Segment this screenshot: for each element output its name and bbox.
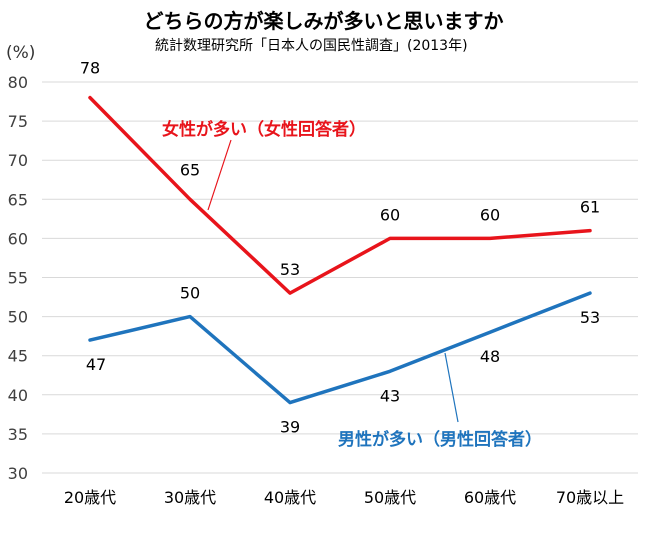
y-tick-label: 75 <box>8 112 28 131</box>
data-label-male: 47 <box>86 355 106 374</box>
leader-line-female <box>207 139 232 211</box>
series-label-male: 男性が多い（男性回答者） <box>338 429 542 450</box>
chart-subtitle: 統計数理研究所「日本人の国民性調査」(2013年) <box>155 38 468 54</box>
data-label-female: 53 <box>280 260 300 279</box>
x-tick-label: 30歳代 <box>164 488 216 507</box>
data-label-male: 43 <box>380 386 400 405</box>
y-tick-label: 40 <box>8 386 28 405</box>
data-label-male: 48 <box>480 347 500 366</box>
data-label-male: 53 <box>580 308 600 327</box>
series-label-female: 女性が多い（女性回答者） <box>162 119 366 140</box>
y-tick-label: 60 <box>8 229 28 248</box>
data-label-male: 39 <box>280 418 300 437</box>
x-tick-label: 40歳代 <box>264 488 316 507</box>
data-label-female: 60 <box>480 205 500 224</box>
y-tick-label: 65 <box>8 190 28 209</box>
x-tick-label: 20歳代 <box>64 488 116 507</box>
y-tick-label: 70 <box>8 151 28 170</box>
data-label-female: 61 <box>580 198 600 217</box>
x-tick-label: 70歳以上 <box>556 488 624 507</box>
series-line-male <box>88 291 592 405</box>
x-tick-label: 60歳代 <box>464 488 516 507</box>
y-tick-label: 55 <box>8 269 28 288</box>
y-tick-label: 50 <box>8 308 28 327</box>
data-label-female: 60 <box>380 205 400 224</box>
y-tick-label: 30 <box>8 464 28 483</box>
data-label-female: 65 <box>180 160 200 179</box>
chart-title: どちらの方が楽しみが多いと思いますか <box>143 9 504 33</box>
y-axis-unit: (%) <box>6 43 36 63</box>
y-tick-label: 80 <box>8 73 28 92</box>
data-label-female: 78 <box>80 59 100 78</box>
leader-line-male <box>444 352 459 423</box>
y-tick-label: 45 <box>8 347 28 366</box>
series-line-female <box>88 95 592 295</box>
y-tick-label: 35 <box>8 425 28 444</box>
data-label-male: 50 <box>180 284 200 303</box>
x-tick-label: 50歳代 <box>364 488 416 507</box>
